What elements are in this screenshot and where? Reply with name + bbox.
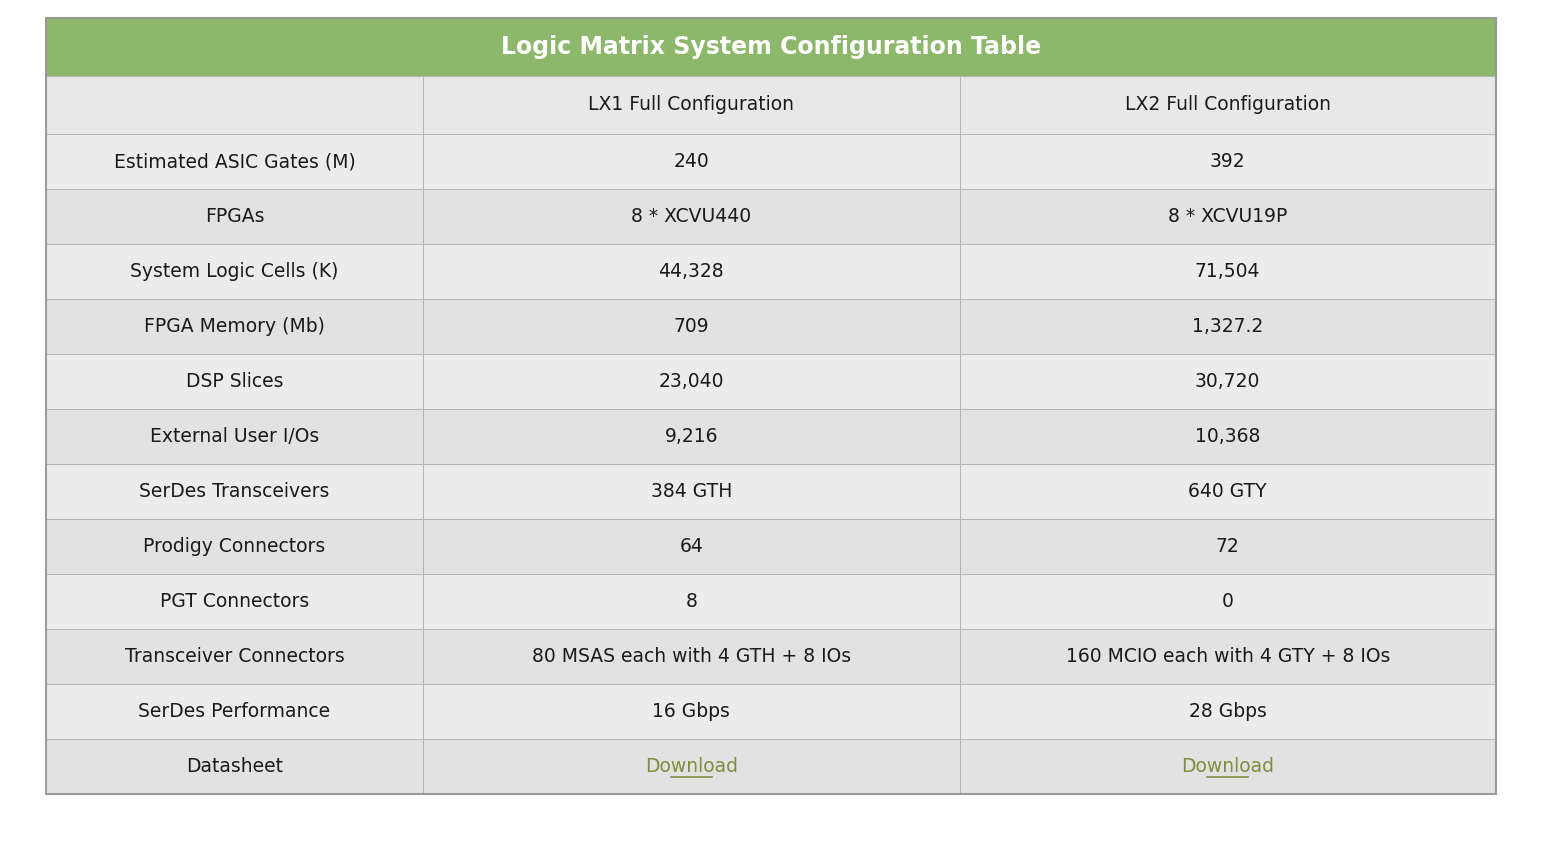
Bar — [46, 464, 423, 519]
Text: 1,327.2: 1,327.2 — [1192, 317, 1263, 336]
Bar — [959, 299, 1496, 354]
Bar — [423, 189, 959, 244]
Text: 709: 709 — [674, 317, 709, 336]
Bar — [46, 189, 423, 244]
Bar — [959, 464, 1496, 519]
Text: 80 MSAS each with 4 GTH + 8 IOs: 80 MSAS each with 4 GTH + 8 IOs — [532, 647, 851, 666]
Bar — [423, 244, 959, 299]
Bar — [959, 629, 1496, 684]
Text: LX2 Full Configuration: LX2 Full Configuration — [1124, 95, 1331, 115]
Text: 64: 64 — [680, 537, 703, 556]
Bar — [423, 519, 959, 574]
Bar — [959, 134, 1496, 189]
Bar — [46, 299, 423, 354]
Text: 10,368: 10,368 — [1195, 427, 1260, 446]
Text: Download: Download — [1181, 757, 1274, 776]
Text: 0: 0 — [1221, 592, 1234, 611]
Text: FPGA Memory (Mb): FPGA Memory (Mb) — [143, 317, 325, 336]
Text: 8 * XCVU19P: 8 * XCVU19P — [1167, 207, 1288, 226]
Text: 44,328: 44,328 — [658, 262, 725, 281]
Bar — [959, 574, 1496, 629]
Text: 9,216: 9,216 — [665, 427, 719, 446]
Bar — [46, 244, 423, 299]
Bar — [959, 189, 1496, 244]
Text: 23,040: 23,040 — [658, 372, 725, 391]
Text: Logic Matrix System Configuration Table: Logic Matrix System Configuration Table — [501, 35, 1041, 59]
Bar — [423, 134, 959, 189]
Text: 160 MCIO each with 4 GTY + 8 IOs: 160 MCIO each with 4 GTY + 8 IOs — [1066, 647, 1389, 666]
Bar — [423, 354, 959, 409]
Text: 640 GTY: 640 GTY — [1189, 482, 1268, 501]
Bar — [959, 739, 1496, 794]
Text: 28 Gbps: 28 Gbps — [1189, 702, 1266, 721]
Bar — [423, 574, 959, 629]
Bar — [46, 354, 423, 409]
Text: FPGAs: FPGAs — [205, 207, 264, 226]
Bar — [423, 76, 959, 134]
Text: Estimated ASIC Gates (M): Estimated ASIC Gates (M) — [114, 152, 355, 171]
Bar — [423, 299, 959, 354]
Text: DSP Slices: DSP Slices — [185, 372, 284, 391]
Text: Prodigy Connectors: Prodigy Connectors — [143, 537, 325, 556]
Text: 72: 72 — [1217, 537, 1240, 556]
Bar — [423, 739, 959, 794]
Text: Datasheet: Datasheet — [187, 757, 284, 776]
Text: SerDes Performance: SerDes Performance — [139, 702, 330, 721]
Bar — [959, 684, 1496, 739]
Text: 8 * XCVU440: 8 * XCVU440 — [631, 207, 751, 226]
Bar — [46, 76, 423, 134]
Bar — [959, 354, 1496, 409]
Bar — [46, 684, 423, 739]
Bar — [959, 76, 1496, 134]
Text: SerDes Transceivers: SerDes Transceivers — [139, 482, 330, 501]
Bar — [959, 519, 1496, 574]
Bar — [46, 574, 423, 629]
Bar — [959, 244, 1496, 299]
Bar — [423, 464, 959, 519]
Bar — [46, 629, 423, 684]
Text: 392: 392 — [1210, 152, 1246, 171]
Bar — [46, 409, 423, 464]
Bar — [423, 629, 959, 684]
Bar — [959, 409, 1496, 464]
Text: 16 Gbps: 16 Gbps — [652, 702, 731, 721]
Bar — [46, 18, 1496, 76]
Text: Transceiver Connectors: Transceiver Connectors — [125, 647, 344, 666]
Bar — [46, 519, 423, 574]
Text: 30,720: 30,720 — [1195, 372, 1260, 391]
Text: PGT Connectors: PGT Connectors — [160, 592, 308, 611]
Text: System Logic Cells (K): System Logic Cells (K) — [131, 262, 339, 281]
Text: LX1 Full Configuration: LX1 Full Configuration — [588, 95, 794, 115]
Text: 71,504: 71,504 — [1195, 262, 1260, 281]
Bar — [423, 684, 959, 739]
Text: 240: 240 — [674, 152, 709, 171]
Bar — [46, 134, 423, 189]
Text: 8: 8 — [685, 592, 697, 611]
Text: Download: Download — [645, 757, 737, 776]
Text: External User I/Os: External User I/Os — [150, 427, 319, 446]
Bar — [46, 739, 423, 794]
Text: 384 GTH: 384 GTH — [651, 482, 732, 501]
Bar — [423, 409, 959, 464]
